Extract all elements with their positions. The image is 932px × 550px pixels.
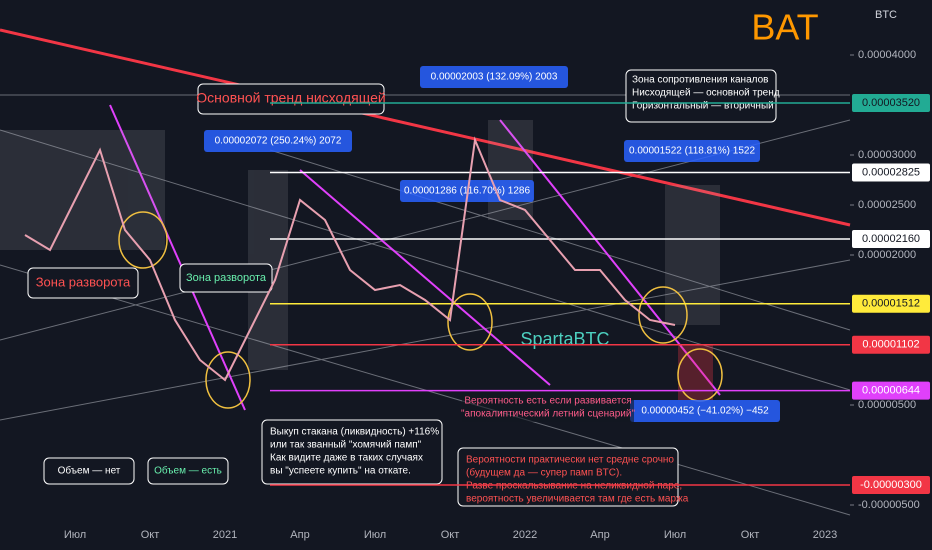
- measure-box: [624, 140, 760, 162]
- zone: [665, 185, 720, 325]
- x-tick-label: Июл: [664, 529, 686, 541]
- annotation: Объем — есть: [154, 465, 222, 477]
- note-line: Горизонтальный — вторичный: [632, 101, 774, 112]
- measure-box: [204, 130, 352, 152]
- channel-line: [269, 149, 851, 331]
- y-tick-label: 0.00000500: [858, 399, 916, 411]
- note: Зона сопротивления каналов Нисходящей — о…: [632, 75, 780, 112]
- level-label: 0.00003520: [862, 97, 920, 109]
- annotation-box: [27, 267, 139, 299]
- descending-line: [109, 104, 246, 411]
- note-line: Нисходящей — основной тренд: [632, 88, 780, 99]
- note-line: "апокалиптический летний сценарий": [461, 409, 635, 420]
- note-line: Вероятность есть если развивается: [464, 396, 631, 407]
- note: Выкуп стакана (ликвидность) +116% или так…: [270, 427, 439, 477]
- level-label-bg: [852, 94, 930, 112]
- zone: [0, 130, 165, 250]
- price-axis-bg: [850, 0, 932, 550]
- note-line: Выкуп стакана (ликвидность) +116%: [270, 427, 439, 438]
- note: Вероятность есть если развивается "апокал…: [461, 396, 635, 420]
- y-tick-label: 0.00002500: [858, 199, 916, 211]
- measure-label: 0.00001522 (118.81%) 1522: [629, 146, 755, 157]
- x-tick-label: Апр: [290, 529, 309, 541]
- annotation-box: [261, 419, 443, 485]
- x-tick-label: 2023: [813, 529, 837, 541]
- level-label: 0.00000644: [862, 385, 920, 397]
- annotation-box: [179, 263, 273, 293]
- measure-box: [420, 66, 568, 88]
- y-tick-label: 0.00004000: [858, 49, 916, 61]
- level-label-bg: [852, 163, 930, 182]
- level-label: 0.00001102: [862, 339, 919, 351]
- annotation-box: [147, 457, 229, 485]
- note-line: вероятность увеличивается там где есть м…: [466, 494, 689, 505]
- chart-title: BAT: [751, 7, 818, 48]
- note: Вероятности практически нет средне срочн…: [466, 455, 689, 505]
- note-line: Вероятности практически нет средне срочн…: [466, 455, 674, 466]
- channels: [0, 94, 851, 516]
- measure-box: [630, 400, 780, 422]
- measure-label: 0.00002072 (250.24%) 2072: [215, 136, 342, 147]
- level-label-bg: [852, 335, 930, 354]
- note-line: Зона сопротивления каналов: [632, 75, 768, 86]
- x-tick-label: Июл: [364, 529, 386, 541]
- note-line: вы "успеете купить" на откате.: [270, 466, 411, 477]
- channel-line: [0, 259, 851, 421]
- x-tick-label: Окт: [741, 529, 760, 541]
- level-label: -0.00000300: [860, 479, 922, 491]
- y-tick-label: 0.00002000: [858, 249, 916, 261]
- y-axis-label: BTC: [875, 9, 897, 21]
- x-tick-label: Окт: [441, 529, 460, 541]
- level-label-bg: [852, 381, 930, 400]
- channel-line: [0, 129, 851, 391]
- annotation: Объем — нет: [58, 465, 121, 477]
- level-label: 0.00001512: [862, 298, 920, 310]
- annotation: Зона разворота: [36, 274, 131, 289]
- annotation-box: [197, 83, 385, 115]
- x-tick-label: Окт: [141, 529, 160, 541]
- main-trend-line: [0, 28, 851, 227]
- x-tick-label: Апр: [590, 529, 609, 541]
- circle: [638, 286, 688, 344]
- x-tick-label: 2021: [213, 529, 237, 541]
- annotation: Зона разворота: [186, 272, 267, 284]
- x-tick-label: 2022: [513, 529, 537, 541]
- annotation-box: [43, 457, 135, 485]
- descending-line: [499, 119, 721, 396]
- note-line: Как видите даже в таких случаях: [270, 453, 423, 464]
- measure-label: 0.00000452 (−41.02%) −452: [641, 406, 769, 417]
- circle: [447, 293, 493, 351]
- price-line: [24, 136, 676, 382]
- y-tick-label: 0.00003000: [858, 149, 916, 161]
- annotation-box: [457, 447, 679, 507]
- x-tick-label: Июл: [64, 529, 86, 541]
- circles: [118, 211, 723, 409]
- annotation-box: [462, 392, 634, 422]
- level-label-bg: [852, 294, 930, 313]
- level-label-bg: [852, 230, 930, 248]
- watermark: SpartaBTC: [520, 329, 609, 349]
- level-label: 0.00002160: [862, 233, 920, 245]
- note-line: Разве проскальзывание на неликвидной пар…: [466, 481, 682, 492]
- level-label: 0.00002825: [862, 166, 920, 178]
- level-label-bg: [852, 476, 930, 494]
- circle: [205, 351, 251, 409]
- circle: [118, 211, 168, 269]
- descending-line: [299, 169, 551, 386]
- annotation-box: [625, 69, 777, 123]
- y-tick-label: -0.00000500: [858, 499, 920, 511]
- note-line: (будущем да — супер памп BTC).: [466, 467, 622, 479]
- descending-lines: [109, 104, 721, 411]
- annotation: Основной тренд нисходящей: [196, 90, 385, 106]
- measure-label: 0.00002003 (132.09%) 2003: [431, 72, 558, 83]
- note-line: или так званный "хомячий памп": [270, 440, 422, 451]
